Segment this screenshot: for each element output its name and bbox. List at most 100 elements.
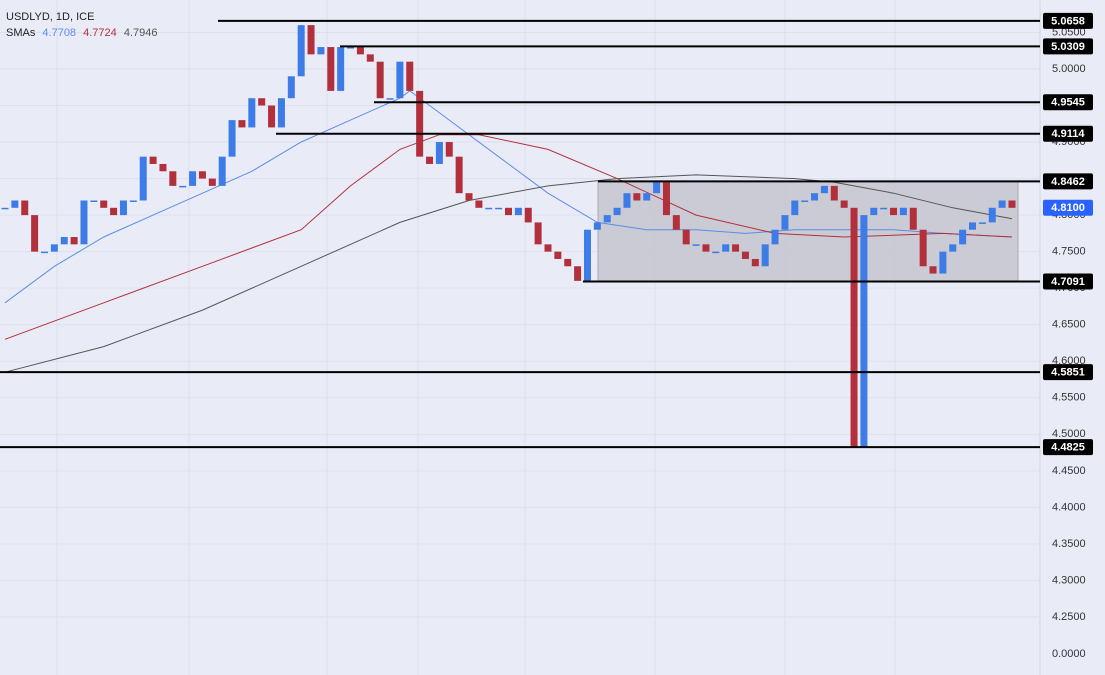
- candle-body: [554, 251, 562, 259]
- candle-body: [702, 244, 710, 252]
- candle-body: [159, 163, 167, 172]
- candle-body: [90, 200, 98, 202]
- y-tick-label: 4.7500: [1052, 246, 1086, 258]
- candle-body: [248, 98, 256, 128]
- candle-body: [524, 207, 532, 223]
- candle-body: [593, 222, 601, 230]
- candle-body: [426, 156, 434, 164]
- level-label: 4.9114: [1051, 128, 1085, 140]
- price-axis-bottom-label: 0.0000: [1052, 648, 1086, 660]
- candle-body: [396, 61, 404, 99]
- candle-body: [603, 215, 611, 223]
- candle-body: [129, 200, 137, 202]
- legend-entry: 4.7724: [83, 27, 117, 39]
- candle-body: [386, 98, 394, 100]
- candle-body: [119, 200, 127, 216]
- candle-body: [583, 229, 591, 281]
- candle-body: [70, 237, 78, 245]
- candle-body: [899, 207, 907, 216]
- candle-body: [287, 76, 295, 99]
- level-label: 5.0658: [1051, 15, 1085, 27]
- candle-body: [268, 105, 276, 128]
- candle-body: [998, 200, 1006, 208]
- candle-body: [870, 207, 878, 216]
- candle-body: [149, 156, 157, 164]
- candle-body: [455, 156, 463, 194]
- legend-entry: 4.7946: [123, 27, 158, 39]
- y-tick-label: 5.0500: [1052, 26, 1086, 38]
- candle-body: [534, 222, 542, 245]
- level-label-box: [1043, 439, 1093, 456]
- candle-body: [475, 200, 483, 208]
- level-label-box: [1043, 125, 1093, 142]
- candle-body: [860, 215, 868, 448]
- candle-body: [880, 207, 888, 210]
- candle-body: [633, 193, 641, 201]
- candle-body: [662, 182, 670, 216]
- candle-body: [514, 207, 522, 216]
- candle-body: [258, 98, 266, 106]
- candle-body: [189, 171, 197, 186]
- y-tick-label: 4.4500: [1052, 465, 1086, 477]
- candle-body: [850, 207, 858, 448]
- y-tick-label: 4.5500: [1052, 392, 1086, 404]
- candle-body: [495, 207, 503, 210]
- sma-line: [4, 174, 1013, 373]
- y-tick-label: 4.3500: [1052, 538, 1086, 550]
- candle-body: [969, 222, 977, 230]
- candle-body: [21, 200, 29, 216]
- candle-body: [732, 244, 740, 252]
- candle-body: [297, 25, 305, 77]
- sma-line: [4, 90, 1013, 304]
- level-label-box: [1043, 173, 1093, 190]
- legend-entry: 4.7708: [42, 27, 77, 39]
- candle-body: [11, 200, 19, 208]
- candle-body: [356, 47, 364, 55]
- candle-body: [771, 229, 779, 245]
- candle-body: [110, 207, 118, 216]
- y-tick-label: 4.2500: [1052, 611, 1086, 623]
- indicator-row: SMAs 4.7708 4.7724 4.7946: [6, 25, 162, 41]
- candle-body: [465, 193, 473, 201]
- candle-body: [445, 142, 453, 157]
- candle-body: [50, 244, 58, 252]
- y-tick-label: 4.3000: [1052, 574, 1086, 586]
- range-box: [597, 180, 1019, 283]
- candle-body: [60, 237, 68, 245]
- level-label-box: [1043, 273, 1093, 290]
- candle-body: [505, 207, 512, 216]
- candle-body: [277, 98, 285, 128]
- candle-body: [761, 244, 769, 267]
- candle-body: [169, 171, 177, 186]
- y-tick-label: 4.4000: [1052, 501, 1086, 513]
- y-tick-label: 5.0000: [1052, 63, 1086, 75]
- candle-body: [682, 229, 690, 245]
- candle-body: [366, 54, 374, 62]
- candle-body: [238, 120, 246, 128]
- candle-body: [179, 185, 187, 188]
- candle-body: [307, 25, 315, 55]
- candle-body: [801, 200, 809, 202]
- candle-body: [485, 207, 493, 210]
- y-tick-label: 4.6500: [1052, 319, 1086, 331]
- candle-body: [406, 61, 414, 91]
- candle-body: [376, 61, 384, 99]
- level-label-box: [1043, 94, 1093, 111]
- level-label: 4.8462: [1051, 176, 1085, 188]
- candle-body: [692, 244, 700, 246]
- candle-body: [672, 215, 680, 230]
- candle-body: [564, 258, 572, 267]
- candle-body: [139, 156, 147, 201]
- candle-body: [347, 47, 355, 49]
- candle-body: [613, 207, 621, 216]
- candle-body: [890, 207, 898, 216]
- candle-body: [317, 47, 325, 55]
- candle-body: [820, 185, 828, 194]
- candle-body: [1, 207, 9, 210]
- candle-body: [435, 142, 443, 164]
- candle-body: [949, 244, 957, 252]
- candle-body: [781, 215, 789, 230]
- candle-body: [643, 193, 651, 201]
